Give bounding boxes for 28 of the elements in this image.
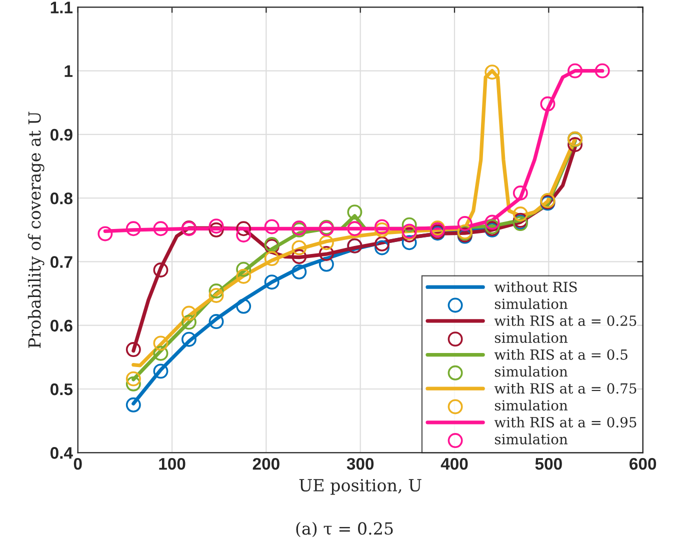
x-tick-label: 0 <box>74 458 82 470</box>
legend-label: simulation <box>494 400 568 411</box>
legend-label: simulation <box>494 366 568 377</box>
y-tick-label: 1.1 <box>50 2 73 14</box>
y-tick-label: 0.6 <box>50 320 72 332</box>
text: (a) τ = 0.25 <box>296 522 393 538</box>
y-tick-label: 0.9 <box>50 128 72 141</box>
legend-label: simulation <box>494 298 568 310</box>
x-tick-label: 200 <box>252 458 280 470</box>
y-tick-label: 1 <box>64 65 73 77</box>
x-tick-label: 300 <box>346 458 374 470</box>
x-tick-label: 500 <box>535 458 562 470</box>
legend-label: with RIS at a = 0.95 <box>494 416 636 428</box>
legend-label: without RIS <box>494 281 577 292</box>
legend-label: simulation <box>494 434 568 444</box>
y-tick-label: 0.4 <box>50 447 73 459</box>
x-tick-label: 600 <box>630 458 656 470</box>
x-tick-label: 100 <box>159 458 186 470</box>
y-tick-label: 0.8 <box>50 192 72 204</box>
x-tick-label: 400 <box>440 458 468 470</box>
y-tick-label: 0.5 <box>50 383 73 396</box>
y-axis-title: Probability of coverage at U <box>28 112 44 348</box>
legend-label: with RIS at a = 0.75 <box>494 382 636 394</box>
legend-label: with RIS at a = 0.25 <box>494 315 636 326</box>
y-tick-label: 0.7 <box>50 256 72 268</box>
legend-label: simulation <box>494 332 568 343</box>
x-axis-title: UE position, U <box>299 478 422 495</box>
legend-label: with RIS at a = 0.5 <box>494 349 628 360</box>
